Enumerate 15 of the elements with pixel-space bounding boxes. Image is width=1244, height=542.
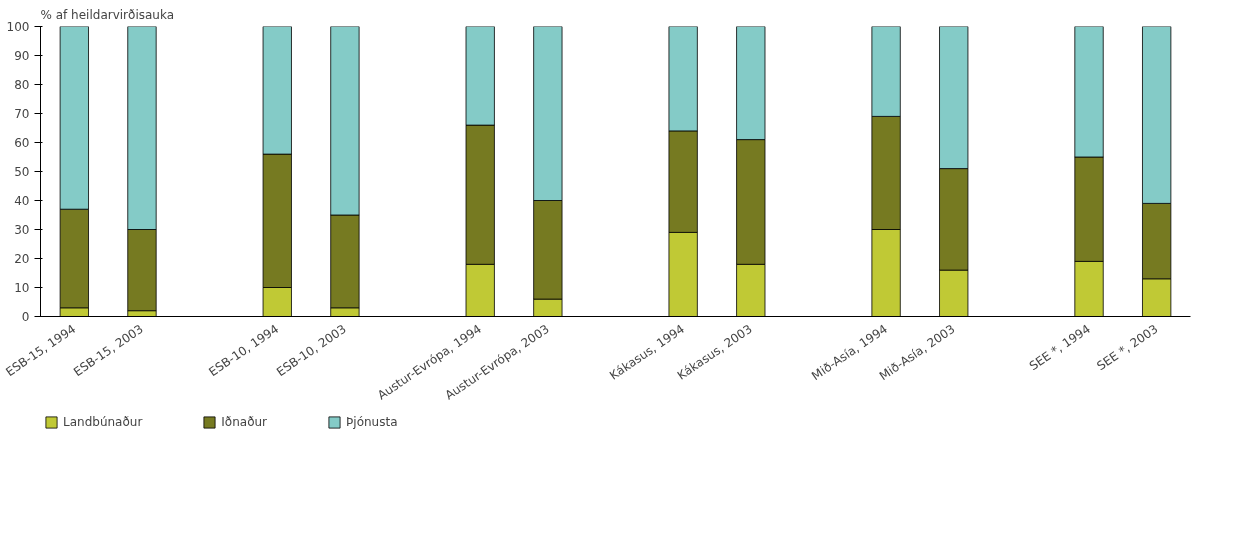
y-tick-label: 0	[21, 310, 30, 324]
y-tick-label: 70	[14, 107, 30, 121]
y-axis-title: % af heildarvirðisauka	[40, 7, 175, 22]
y-tick-label: 30	[14, 223, 30, 237]
y-tick-label: 90	[14, 49, 30, 63]
y-tick-label: 10	[14, 281, 30, 295]
y-tick-label: 50	[14, 165, 30, 179]
y-tick-label: 100	[6, 20, 30, 34]
y-tick-label: 40	[14, 194, 30, 208]
y-tick-label: 20	[14, 252, 30, 266]
legend-label: Landbúnaður	[63, 415, 143, 429]
legend-label: Iðnaður	[221, 415, 268, 429]
y-tick-label: 60	[14, 136, 30, 150]
legend-label: Þjónusta	[346, 415, 398, 429]
y-tick-label: 80	[14, 78, 30, 92]
